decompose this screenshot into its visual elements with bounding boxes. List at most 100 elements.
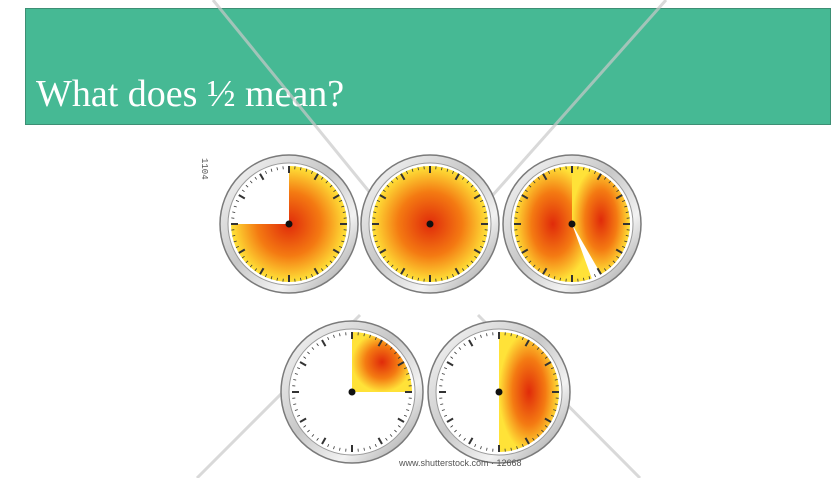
minute-tick [518,246,522,248]
hour-tick [379,194,387,200]
minute-tick [480,246,484,248]
hour-tick [299,361,307,367]
minute-tick [333,255,337,259]
minute-tick [311,347,315,350]
minute-tick [594,170,596,174]
minute-tick [249,264,253,268]
minute-tick [270,168,273,172]
minute-tick [454,429,457,433]
minute-tick [510,447,512,451]
minute-tick [305,168,308,172]
minute-tick [444,367,448,370]
minute-tick [254,176,258,180]
minute-tick [411,276,414,280]
hour-tick [524,437,530,445]
hour-tick [238,248,246,254]
minute-tick [385,343,388,347]
minute-tick [390,180,394,184]
minute-tick [265,170,267,174]
minute-tick [441,409,445,411]
minute-tick [339,200,343,202]
clock-full [360,154,500,294]
hour-tick [615,194,623,200]
minute-tick [373,235,377,237]
shaded-portion [352,332,412,392]
hour-tick [397,417,405,423]
hour-tick [542,267,548,275]
hour-tick [446,361,454,367]
minute-tick [369,334,371,338]
minute-tick [342,235,346,237]
minute-tick [474,337,477,341]
minute-tick [320,268,324,272]
minute-tick [249,180,253,184]
minute-tick [311,274,313,278]
minute-tick [544,425,548,428]
minute-tick [452,170,454,174]
hour-tick [313,267,319,275]
minute-tick [403,414,407,417]
minute-tick [376,200,380,202]
minute-tick [403,367,407,370]
minute-tick [622,246,626,248]
image-credit: www.shutterstock.com · 12668 [399,458,522,468]
minute-tick [417,277,419,281]
minute-tick [276,167,278,171]
minute-tick [235,246,239,248]
minute-tick [588,168,591,172]
minute-tick [407,379,411,381]
minute-tick [293,379,297,381]
minute-tick [548,274,550,278]
minute-tick [341,205,345,208]
minute-tick [333,446,335,450]
minute-tick [480,200,484,202]
title-band: What does ½ mean? [25,8,831,125]
minute-tick [625,211,629,213]
minute-tick [594,274,596,278]
minute-tick [463,437,466,441]
minute-tick [541,351,544,355]
minute-tick [339,333,341,337]
hour-tick [321,339,327,347]
minute-tick [532,437,535,441]
minute-tick [518,200,522,202]
minute-tick [441,277,443,281]
hour-tick [596,173,602,181]
minute-tick [483,211,487,213]
minute-tick [588,276,591,280]
minute-tick [624,240,628,243]
minute-tick [297,414,301,417]
minute-tick [270,276,273,280]
minute-tick [612,184,616,188]
minute-tick [241,255,245,259]
minute-tick [386,260,390,264]
hour-tick [379,248,387,254]
minute-tick [254,268,258,272]
hour-tick [544,417,552,423]
hour-tick [521,194,529,200]
minute-tick [515,235,519,237]
minute-tick [389,347,393,350]
minute-tick [553,409,557,411]
minute-tick [454,351,457,355]
hour-tick [397,361,405,367]
hour-tick [521,248,529,254]
minute-tick [440,379,444,381]
minute-tick [583,167,585,171]
minute-tick [622,200,626,202]
minute-tick [510,333,512,337]
minute-tick [528,260,532,264]
minute-tick [463,343,466,347]
minute-tick [532,343,535,347]
minute-tick [608,264,612,268]
hour-tick [377,339,383,347]
hour-tick [321,437,327,445]
minute-tick [305,276,308,280]
minute-tick [458,347,462,350]
minute-tick [311,170,313,174]
minute-tick [374,337,377,341]
minute-tick [303,356,307,359]
clock-center-dot [568,220,576,228]
minute-tick [532,264,536,268]
